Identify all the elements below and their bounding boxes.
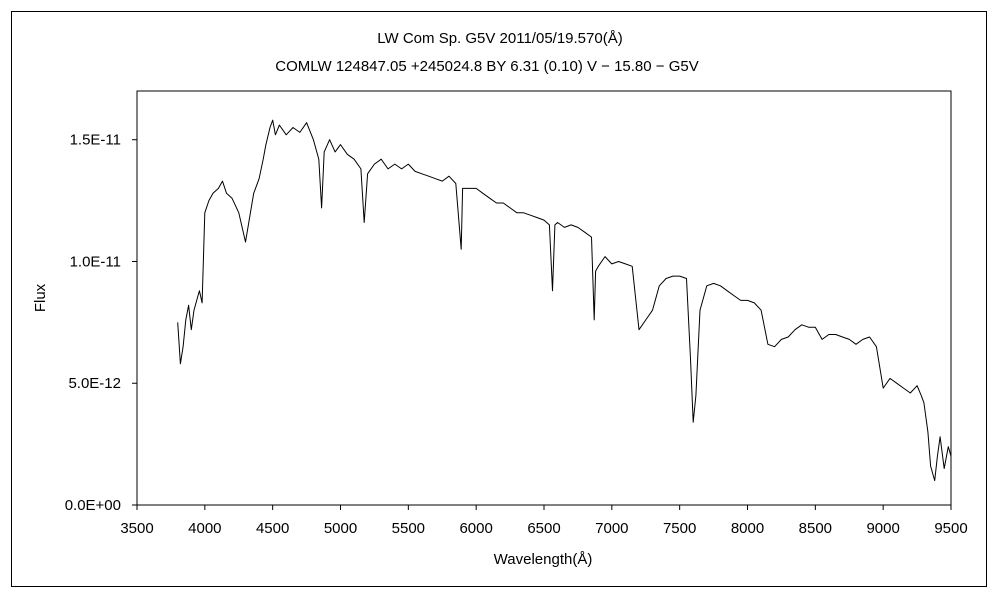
y-tick-label: 1.5E-11 [70, 132, 121, 149]
x-tick-label: 9000 [866, 520, 899, 537]
y-tick-label: 0.0E+00 [65, 497, 121, 514]
spectrum-line [177, 119, 952, 482]
chart-title: LW Com Sp. G5V 2011/05/19.570(Å) [377, 30, 622, 47]
x-axis: 3500 4000 4500 5000 5500 6000 6500 7000 7500 8000… [120, 505, 968, 537]
x-tick-label: 8500 [799, 520, 832, 537]
x-tick-label: 4000 [188, 520, 221, 537]
x-tick-label: 5500 [392, 520, 425, 537]
y-axis-label: Flux [32, 283, 49, 312]
x-tick-label: 9500 [934, 520, 967, 537]
x-tick-label: 6000 [459, 520, 492, 537]
chart-subtitle: COMLW 124847.05 +245024.8 BY 6.31 (0.10)… [275, 58, 698, 75]
y-axis: 0.0E+00 5.0E-12 1.0E-11 1.5E-11 [65, 132, 137, 514]
x-axis-label: Wavelength(Å) [494, 551, 593, 568]
series-layer [177, 119, 952, 482]
x-tick-label: 3500 [120, 520, 153, 537]
chart-frame [11, 11, 987, 587]
y-tick-label: 5.0E-12 [68, 375, 121, 392]
plot-area [136, 90, 952, 506]
x-tick-label: 8000 [731, 520, 764, 537]
y-tick-label: 1.0E-11 [70, 253, 121, 270]
x-tick-label: 5000 [324, 520, 357, 537]
x-tick-label: 6500 [527, 520, 560, 537]
x-tick-label: 4500 [256, 520, 289, 537]
x-tick-label: 7000 [595, 520, 628, 537]
x-tick-label: 7500 [663, 520, 696, 537]
